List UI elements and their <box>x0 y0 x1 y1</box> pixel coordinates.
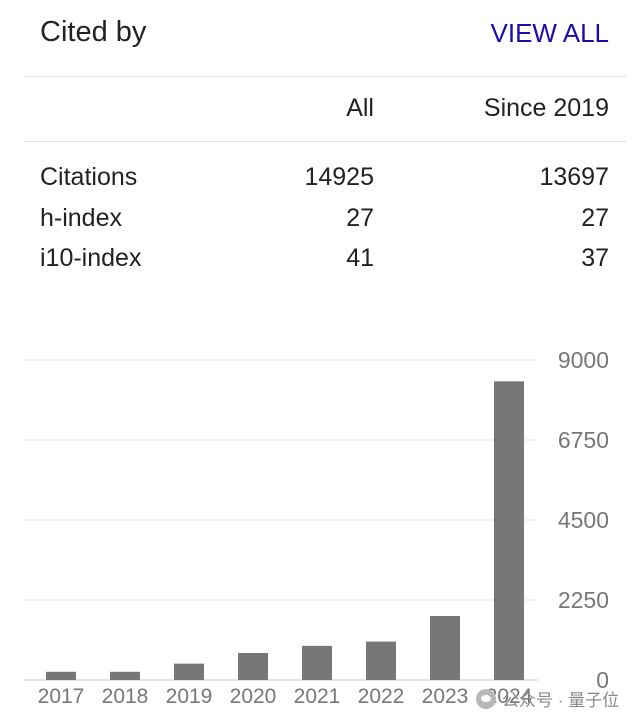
table-divider <box>24 141 626 142</box>
bar-2018[interactable] <box>110 671 140 680</box>
bar-2017[interactable] <box>46 671 76 680</box>
citations-since-value: 13697 <box>539 163 609 191</box>
bar-2022[interactable] <box>366 641 396 680</box>
bar-2024[interactable] <box>494 381 524 680</box>
x-tick-label-2024: 2024 <box>486 685 533 708</box>
h-index-since-value: 27 <box>581 204 609 232</box>
cited-by-header: Cited by VIEW ALL <box>24 0 626 77</box>
y-tick-label: 9000 <box>558 347 609 373</box>
x-tick-label-2017: 2017 <box>38 685 85 708</box>
x-tick-label-2021: 2021 <box>294 685 341 708</box>
bar-2021[interactable] <box>302 645 332 680</box>
bar-2023[interactable] <box>430 616 460 680</box>
y-tick-label: 2250 <box>558 587 609 613</box>
citations-label[interactable]: Citations <box>40 163 138 191</box>
i10-index-all-value: 41 <box>346 244 374 272</box>
wechat-icon <box>476 688 496 709</box>
bar-2020[interactable] <box>238 652 268 680</box>
y-tick-label: 0 <box>596 667 609 693</box>
column-header-since: Since 2019 <box>483 94 609 122</box>
watermark-text: 公众号 · 量子位 <box>502 691 620 710</box>
x-tick-label-2018: 2018 <box>102 685 149 708</box>
citations-all-value: 14925 <box>304 163 374 191</box>
x-tick-label-2023: 2023 <box>422 685 469 708</box>
table-row-i10-index: i10-index 41 37 <box>0 244 640 284</box>
x-tick-label-2019: 2019 <box>166 685 213 708</box>
x-tick-label-2020: 2020 <box>230 685 277 708</box>
y-tick-label: 6750 <box>558 427 609 453</box>
view-all-link[interactable]: VIEW ALL <box>490 18 610 48</box>
y-tick-label: 4500 <box>558 507 609 533</box>
x-tick-label-2022: 2022 <box>358 685 405 708</box>
watermark: 公众号 · 量子位 <box>476 686 619 711</box>
h-index-label[interactable]: h-index <box>40 204 122 232</box>
table-row-citations: Citations 14925 13697 <box>0 163 640 203</box>
table-row-h-index: h-index 27 27 <box>0 204 640 244</box>
i10-index-label[interactable]: i10-index <box>40 244 142 272</box>
citations-bar-chart: 0 2250 4500 6750 9000 2017 2018 2019 2020 2021 202… <box>24 347 609 708</box>
i10-index-since-value: 37 <box>581 244 609 272</box>
bar-2019[interactable] <box>174 663 204 680</box>
column-header-all: All <box>346 94 374 122</box>
h-index-all-value: 27 <box>346 204 374 232</box>
section-title: Cited by <box>40 16 147 48</box>
